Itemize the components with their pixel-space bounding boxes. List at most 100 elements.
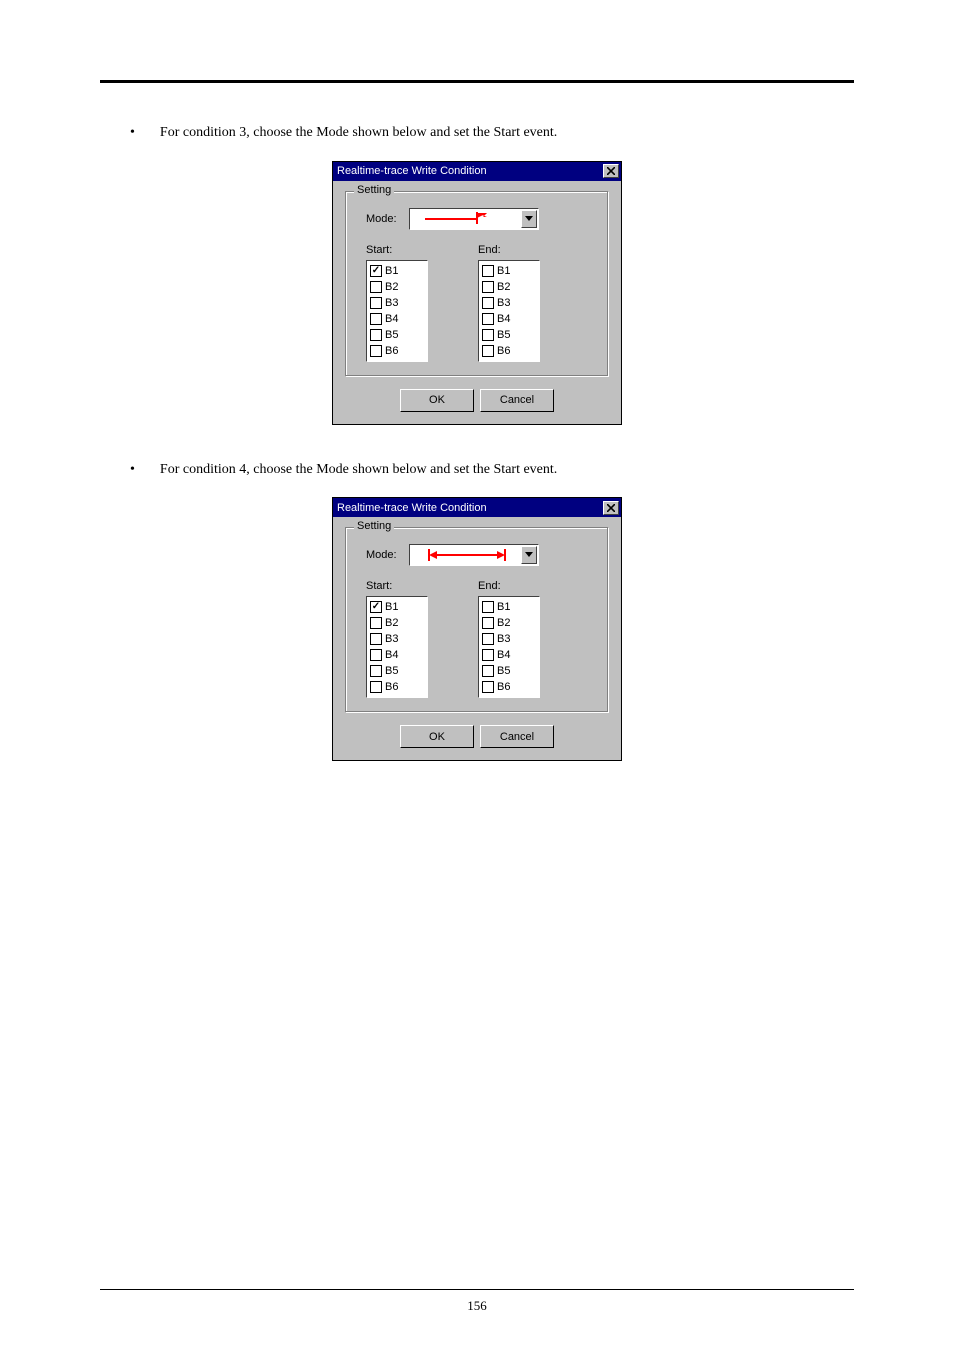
chk-label: B5 — [385, 665, 398, 677]
checkbox-icon[interactable] — [370, 329, 382, 341]
start-b3-row[interactable]: B3 — [370, 295, 424, 311]
start-b1-row[interactable]: ✓ B1 — [370, 263, 424, 279]
end-b3-row[interactable]: B3 — [482, 295, 536, 311]
checkbox-icon[interactable] — [482, 313, 494, 325]
ok-button[interactable]: OK — [400, 725, 474, 748]
start-b5-row[interactable]: B5 — [370, 327, 424, 343]
end-b4-row[interactable]: B4 — [482, 647, 536, 663]
button-row: OK Cancel — [345, 725, 609, 748]
titlebar-text: Realtime-trace Write Condition — [337, 502, 487, 514]
checkbox-icon[interactable] — [482, 329, 494, 341]
start-b2-row[interactable]: B2 — [370, 279, 424, 295]
chk-label: B3 — [497, 633, 510, 645]
checkbox-icon[interactable] — [370, 345, 382, 357]
dialog-1-wrap: Realtime-trace Write Condition Setting M… — [100, 161, 854, 425]
checkbox-icon[interactable] — [370, 617, 382, 629]
start-b3-row[interactable]: B3 — [370, 631, 424, 647]
start-b1-row[interactable]: ✓ B1 — [370, 599, 424, 615]
para1-text: For condition 3, choose the Mode shown b… — [160, 123, 557, 143]
start-b4-row[interactable]: B4 — [370, 647, 424, 663]
end-listbox[interactable]: B1 B2 B3 — [478, 596, 540, 698]
chk-label: B1 — [497, 265, 510, 277]
end-label: End: — [478, 580, 540, 592]
checkbox-icon[interactable] — [482, 265, 494, 277]
para2-text: For condition 4, choose the Mode shown b… — [160, 460, 557, 480]
chk-label: B4 — [385, 313, 398, 325]
checkbox-icon[interactable] — [482, 601, 494, 613]
mode-dropdown[interactable] — [409, 208, 539, 230]
checkbox-icon[interactable] — [370, 649, 382, 661]
chevron-down-icon[interactable] — [521, 546, 537, 564]
button-row: OK Cancel — [345, 389, 609, 412]
checkbox-checked-icon[interactable]: ✓ — [370, 601, 382, 613]
end-b2-row[interactable]: B2 — [482, 615, 536, 631]
start-listbox[interactable]: ✓ B1 B2 B3 — [366, 260, 428, 362]
dialog-2-wrap: Realtime-trace Write Condition Setting M… — [100, 497, 854, 761]
realtime-trace-dialog-2: Realtime-trace Write Condition Setting M… — [332, 497, 622, 761]
checkbox-icon[interactable] — [370, 633, 382, 645]
start-b6-row[interactable]: B6 — [370, 679, 424, 695]
fieldset-legend: Setting — [354, 184, 394, 196]
realtime-trace-dialog-1: Realtime-trace Write Condition Setting M… — [332, 161, 622, 425]
mode-row: Mode: — [366, 544, 596, 566]
bullet-para-1: • For condition 3, choose the Mode shown… — [100, 123, 854, 143]
end-b4-row[interactable]: B4 — [482, 311, 536, 327]
end-b1-row[interactable]: B1 — [482, 599, 536, 615]
cancel-button[interactable]: Cancel — [480, 389, 554, 412]
mode-dropdown-content — [414, 209, 520, 229]
mode-label: Mode: — [366, 213, 397, 225]
checkbox-icon[interactable] — [370, 313, 382, 325]
checkbox-icon[interactable] — [370, 665, 382, 677]
checkbox-icon[interactable] — [482, 617, 494, 629]
checkbox-icon[interactable] — [482, 665, 494, 677]
end-b5-row[interactable]: B5 — [482, 663, 536, 679]
checkbox-icon[interactable] — [482, 281, 494, 293]
chk-label: B1 — [385, 265, 398, 277]
checkbox-icon[interactable] — [482, 649, 494, 661]
checkbox-icon[interactable] — [370, 681, 382, 693]
start-label: Start: — [366, 244, 428, 256]
chk-label: B2 — [385, 281, 398, 293]
titlebar: Realtime-trace Write Condition — [333, 162, 621, 181]
end-b2-row[interactable]: B2 — [482, 279, 536, 295]
checkbox-icon[interactable] — [482, 633, 494, 645]
dialog-body: Setting Mode: — [333, 181, 621, 424]
chk-label: B1 — [497, 601, 510, 613]
end-b3-row[interactable]: B3 — [482, 631, 536, 647]
checkbox-icon[interactable] — [482, 681, 494, 693]
start-b2-row[interactable]: B2 — [370, 615, 424, 631]
bullet-dot: • — [130, 460, 135, 480]
checkbox-icon[interactable] — [482, 345, 494, 357]
start-label: Start: — [366, 580, 428, 592]
start-b6-row[interactable]: B6 — [370, 343, 424, 359]
cancel-button[interactable]: Cancel — [480, 725, 554, 748]
close-icon[interactable] — [603, 164, 619, 178]
chk-label: B6 — [385, 345, 398, 357]
checkbox-checked-icon[interactable]: ✓ — [370, 265, 382, 277]
start-column: Start: ✓ B1 B2 — [366, 580, 428, 698]
end-b1-row[interactable]: B1 — [482, 263, 536, 279]
chk-label: B4 — [385, 649, 398, 661]
start-listbox[interactable]: ✓ B1 B2 B3 — [366, 596, 428, 698]
mode-dropdown[interactable] — [409, 544, 539, 566]
chevron-down-icon[interactable] — [521, 210, 537, 228]
chk-label: B3 — [497, 297, 510, 309]
start-b5-row[interactable]: B5 — [370, 663, 424, 679]
bottom-rule — [100, 1289, 854, 1290]
end-listbox[interactable]: B1 B2 B3 — [478, 260, 540, 362]
checkbox-icon[interactable] — [370, 297, 382, 309]
end-b5-row[interactable]: B5 — [482, 327, 536, 343]
start-b4-row[interactable]: B4 — [370, 311, 424, 327]
chk-label: B5 — [497, 329, 510, 341]
mode-row: Mode: — [366, 208, 596, 230]
start-end-columns: Start: ✓ B1 B2 — [366, 580, 596, 698]
checkbox-icon[interactable] — [370, 281, 382, 293]
end-b6-row[interactable]: B6 — [482, 343, 536, 359]
ok-button[interactable]: OK — [400, 389, 474, 412]
checkbox-icon[interactable] — [482, 297, 494, 309]
chk-label: B4 — [497, 313, 510, 325]
end-b6-row[interactable]: B6 — [482, 679, 536, 695]
top-rule — [100, 80, 854, 83]
close-icon[interactable] — [603, 501, 619, 515]
mode3-glyph-icon — [417, 210, 517, 228]
